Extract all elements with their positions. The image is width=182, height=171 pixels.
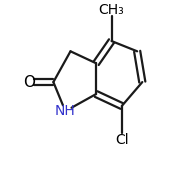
Text: Cl: Cl: [115, 133, 129, 147]
Text: CH₃: CH₃: [99, 3, 124, 17]
Text: NH: NH: [55, 104, 76, 118]
Text: O: O: [23, 75, 35, 90]
